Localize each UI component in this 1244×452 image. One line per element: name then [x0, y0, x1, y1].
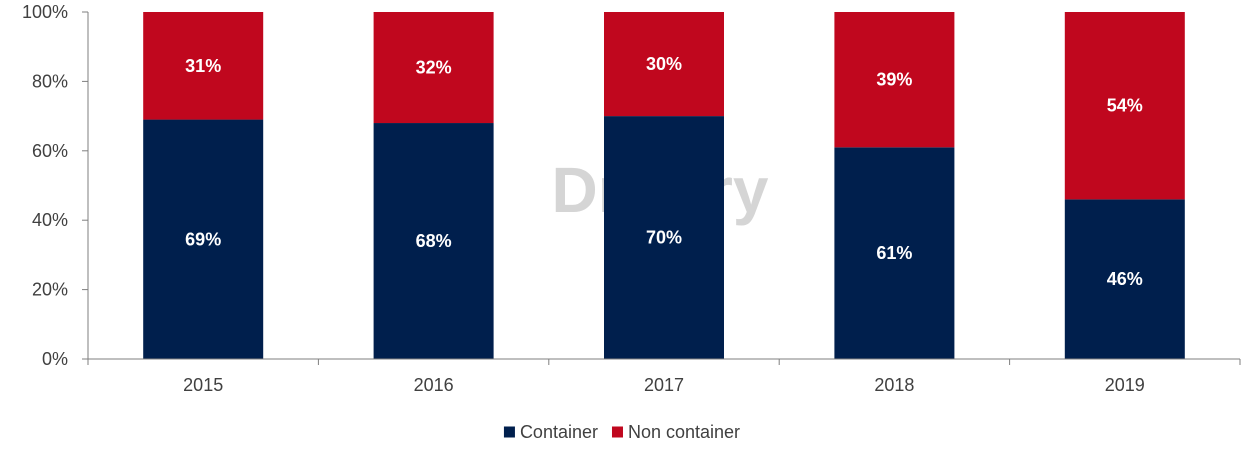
bars: [143, 12, 1185, 359]
axes: 0% 20% 40% 60% 80% 100% 2015 2016 2017 2018 2019: [22, 2, 1241, 395]
legend-swatch-non-container: [611, 426, 623, 438]
data-label-non-container-2019: 54%: [1107, 96, 1143, 116]
bar-non-container-2019: [1064, 12, 1185, 200]
bar-container-2015: [143, 119, 264, 359]
y-tick-label-0: 0%: [42, 349, 68, 369]
bar-container-2019: [1064, 199, 1185, 359]
bar-container-2017: [604, 116, 724, 359]
x-tick-label-2018: 2018: [874, 375, 914, 395]
y-tick-label-40: 40%: [32, 210, 68, 230]
legend-swatch-container: [503, 426, 515, 438]
data-label-non-container-2018: 39%: [876, 70, 912, 90]
y-tick-label-20: 20%: [32, 280, 68, 300]
data-label-non-container-2016: 32%: [416, 58, 452, 78]
data-label-container-2019: 46%: [1107, 269, 1143, 289]
x-tick-label-2016: 2016: [414, 375, 454, 395]
bar-non-container-2016: [373, 12, 494, 124]
y-tick-label-100: 100%: [22, 2, 68, 22]
bar-container-2016: [373, 123, 494, 359]
bar-non-container-2018: [834, 12, 955, 148]
data-label-container-2016: 68%: [416, 231, 452, 251]
data-label-non-container-2017: 30%: [646, 54, 682, 74]
y-tick-label-60: 60%: [32, 141, 68, 161]
y-tick-label-80: 80%: [32, 71, 68, 91]
data-label-container-2015: 69%: [185, 229, 221, 249]
data-label-non-container-2015: 31%: [185, 56, 221, 76]
bar-non-container-2015: [143, 12, 264, 120]
data-label-container-2017: 70%: [646, 228, 682, 248]
legend-label-container: Container: [520, 422, 598, 442]
legend-label-non-container: Non container: [628, 422, 740, 442]
x-tick-label-2019: 2019: [1105, 375, 1145, 395]
data-labels: 69% 31% 68% 32% 70% 30% 61% 39% 46% 54%: [185, 54, 1143, 289]
x-tick-label-2015: 2015: [183, 375, 223, 395]
data-label-container-2018: 61%: [876, 243, 912, 263]
legend: Container Non container: [503, 422, 740, 442]
bar-container-2018: [834, 147, 955, 359]
bar-non-container-2017: [604, 12, 724, 117]
x-tick-label-2017: 2017: [644, 375, 684, 395]
